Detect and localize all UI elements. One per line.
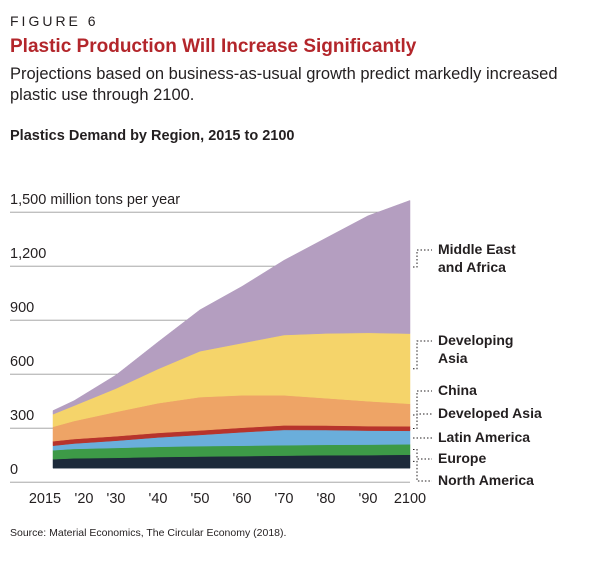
legend-leader	[413, 460, 432, 482]
legend-label: Asia	[438, 350, 468, 366]
axes: 1,500 million tons per year 0 300 600 900 1,2…	[10, 192, 426, 507]
chart-title: Plastics Demand by Region, 2015 to 2100	[10, 128, 295, 144]
legend-leader	[413, 249, 432, 268]
y-tick-label: 300	[10, 408, 34, 424]
x-tick-label: '40	[149, 491, 168, 507]
legend-leader	[413, 390, 432, 416]
legend-leader	[413, 340, 432, 370]
figure-title: Plastic Production Will Increase Signifi…	[10, 36, 417, 57]
stacked-areas	[52, 200, 411, 469]
legend-label: North America	[438, 472, 534, 488]
x-tick-label: '60	[233, 491, 252, 507]
figure-subtitle: Projections based on business-as-usual g…	[10, 65, 558, 104]
source-note: Source: Material Economics, The Circular…	[10, 527, 287, 539]
figure-label: FIGURE 6	[10, 13, 99, 29]
x-tick-label: '50	[191, 491, 210, 507]
legend-label: Latin America	[438, 429, 530, 445]
legend-leader	[413, 449, 432, 460]
legend-label: Europe	[438, 450, 486, 466]
y-tick-label: 900	[10, 300, 34, 316]
y-tick-label: 600	[10, 354, 34, 370]
y-axis-unit-label: 1,500 million tons per year	[10, 192, 180, 208]
x-tick-label: 2015	[29, 491, 61, 507]
legend-label: Developed Asia	[438, 405, 542, 421]
y-tick-label: 0	[10, 462, 18, 478]
x-tick-label: '70	[275, 491, 294, 507]
legend-label: Developing	[438, 332, 513, 348]
area-middle-east-and-africa	[52, 200, 411, 415]
legend-label: and Africa	[438, 259, 506, 275]
x-tick-label: '90	[359, 491, 378, 507]
legend-label: Middle East	[438, 241, 516, 257]
x-tick-label: '20	[75, 491, 94, 507]
y-tick-label: 1,200	[10, 246, 46, 262]
x-tick-label: '30	[107, 491, 126, 507]
x-tick-label: 2100	[394, 491, 426, 507]
legend: Middle East and Africa Developing Asia China…	[413, 241, 542, 488]
legend-leader	[413, 413, 432, 429]
x-tick-label: '80	[317, 491, 336, 507]
legend-label: China	[438, 382, 477, 398]
